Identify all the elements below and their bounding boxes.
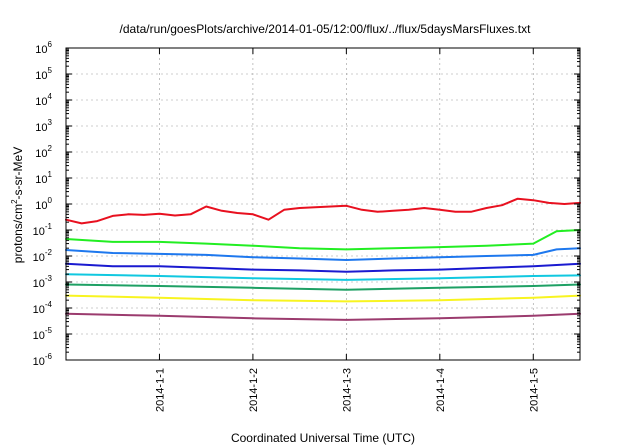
y-tick-label: 10-3: [33, 274, 53, 290]
series-line-2: [65, 229, 581, 251]
y-tick-label: 104: [35, 92, 52, 108]
y-tick-label: 106: [35, 40, 52, 56]
y-tick-label: 105: [35, 66, 52, 82]
series-line-8: [65, 312, 581, 321]
x-axis-label: Coordinated Universal Time (UTC): [231, 431, 415, 445]
series-line-3: [65, 247, 581, 261]
x-tick-label: 2014-1-5: [528, 368, 540, 412]
y-tick-label: 103: [35, 118, 52, 134]
series-group: [65, 197, 581, 321]
y-tick-label: 101: [35, 170, 52, 186]
y-tick-label: 10-2: [33, 248, 53, 264]
series-line-6: [65, 283, 581, 291]
series-line-7: [65, 294, 581, 303]
x-tick-label: 2014-1-2: [248, 368, 260, 412]
y-tick-label: 10-6: [33, 352, 53, 368]
y-tick-label: 10-5: [33, 326, 53, 342]
chart-title: /data/run/goesPlots/archive/2014-01-05/1…: [120, 22, 532, 36]
y-tick-label: 10-1: [33, 222, 53, 238]
y-tick-label: 100: [35, 196, 52, 212]
y-axis-label: protons/cm2-s-sr-MeV: [10, 147, 25, 263]
series-line-4: [65, 262, 581, 273]
series-line-5: [65, 273, 581, 281]
x-tick-label: 2014-1-4: [435, 368, 447, 412]
y-axis: 10-6 10-5 10-4 10-3 10-2 10-1 100 101 102 103 104 1…: [33, 40, 580, 368]
x-tick-label: 2014-1-3: [341, 368, 353, 412]
y-tick-label: 10-4: [33, 300, 53, 316]
y-axis-label-exp: 2: [10, 199, 19, 204]
x-axis: 2014-1-1 2014-1-2 2014-1-3 2014-1-4 2014-1-5: [154, 48, 540, 412]
y-axis-label-suffix: -s-sr-MeV: [11, 147, 25, 200]
y-tick-label: 102: [35, 144, 52, 160]
y-axis-label-prefix: protons/cm: [11, 204, 25, 263]
series-line-1: [65, 197, 581, 225]
x-tick-label: 2014-1-1: [154, 368, 166, 412]
